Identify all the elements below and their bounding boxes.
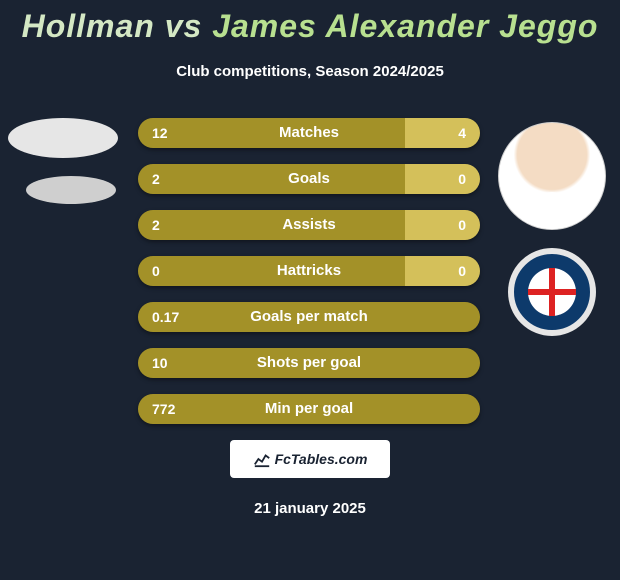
fctables-logo-icon <box>253 450 271 468</box>
player2-name: James Alexander Jeggo <box>212 8 598 44</box>
stat-right-value: 0 <box>458 164 466 194</box>
stat-bars: 12Matches42Goals02Assists00Hattricks00.1… <box>138 118 480 440</box>
site-name: FcTables.com <box>275 451 368 467</box>
stat-right-value: 0 <box>458 256 466 286</box>
stat-row: 0.17Goals per match <box>138 302 480 332</box>
stat-row: 2Goals0 <box>138 164 480 194</box>
stat-row: 772Min per goal <box>138 394 480 424</box>
player1-name: Hollman <box>22 8 155 44</box>
footer-date: 21 january 2025 <box>0 500 620 517</box>
stat-label: Goals per match <box>138 302 480 332</box>
stat-right-value: 4 <box>458 118 466 148</box>
stat-label: Hattricks <box>138 256 480 286</box>
stat-row: 2Assists0 <box>138 210 480 240</box>
subtitle: Club competitions, Season 2024/2025 <box>0 63 620 80</box>
player1-avatar-1 <box>8 118 118 158</box>
stat-label: Matches <box>138 118 480 148</box>
player2-avatar <box>498 122 606 230</box>
stat-right-value: 0 <box>458 210 466 240</box>
vs-text: vs <box>165 8 203 44</box>
stat-row: 12Matches4 <box>138 118 480 148</box>
player2-club-badge <box>508 248 596 336</box>
stat-label: Shots per goal <box>138 348 480 378</box>
stat-row: 10Shots per goal <box>138 348 480 378</box>
player1-avatar-2 <box>26 176 116 204</box>
comparison-title: Hollman vs James Alexander Jeggo <box>0 0 620 45</box>
site-badge: FcTables.com <box>230 440 390 478</box>
stat-label: Min per goal <box>138 394 480 424</box>
stat-row: 0Hattricks0 <box>138 256 480 286</box>
stat-label: Assists <box>138 210 480 240</box>
stat-label: Goals <box>138 164 480 194</box>
